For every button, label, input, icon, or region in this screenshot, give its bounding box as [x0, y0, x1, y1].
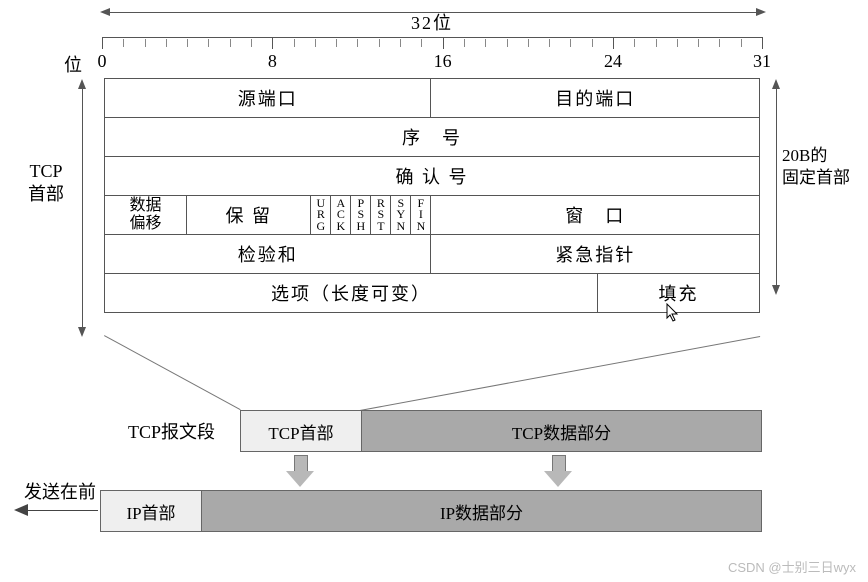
ruler-tick: [698, 39, 699, 47]
send-arrow-line: [26, 510, 98, 511]
field-seq: 序 号: [105, 118, 760, 157]
ruler-tick: [145, 39, 146, 47]
field-checksum: 检验和: [105, 235, 431, 274]
field-window: 窗 口: [431, 196, 760, 235]
flag-syn: S Y N: [391, 196, 411, 235]
ruler-tick: [357, 39, 358, 47]
extent-left-top: [78, 79, 86, 89]
tcp-segment-bar: TCP首部 TCP数据部分: [240, 410, 762, 452]
ruler-tick: [379, 39, 380, 47]
extent-left-line: [82, 89, 83, 327]
ruler-tick: [102, 37, 103, 49]
ruler-tick: [336, 39, 337, 47]
flag-fin: F I N: [411, 196, 431, 235]
trapezoid-line-right: [360, 336, 760, 411]
label-20b-fixed: 20B的 固定首部: [782, 145, 850, 189]
ruler-tick: [613, 37, 614, 49]
ruler-tick: [230, 39, 231, 47]
ruler-tick: [400, 39, 401, 47]
ruler-number: 16: [434, 51, 452, 72]
ruler-title: 32位: [411, 9, 453, 35]
ip-header-box: IP首部: [101, 491, 202, 531]
extent-right-top: [772, 79, 780, 89]
flag-ack: A C K: [331, 196, 351, 235]
label-tcp-header-side: TCP 首部: [20, 160, 72, 207]
send-arrow-head: [14, 504, 28, 516]
ruler-tick: [208, 39, 209, 47]
row-chk: 检验和 紧急指针: [105, 235, 760, 274]
ruler-tick: [443, 37, 444, 49]
ruler-tick: [421, 39, 422, 47]
tcp-header-table: 源端口 目的端口 序 号 确 认 号 数据 偏移 保 留 U R G A C K…: [104, 78, 760, 313]
ruler-number: 24: [604, 51, 622, 72]
ruler-tick: [677, 39, 678, 47]
ruler-bar: [102, 37, 762, 46]
ruler-tick: [528, 39, 529, 47]
ruler-number: 31: [753, 51, 771, 72]
flag-psh: P S H: [351, 196, 371, 235]
arrow-header-to-ip: [286, 455, 314, 487]
ruler-tick: [485, 39, 486, 47]
row-options: 选项（长度可变） 填充: [105, 274, 760, 313]
field-data-offset: 数据 偏移: [105, 196, 187, 235]
trapezoid-line-left: [104, 335, 240, 410]
field-urgent: 紧急指针: [431, 235, 760, 274]
row-ack: 确 认 号: [105, 157, 760, 196]
ruler-tick: [315, 39, 316, 47]
extent-left-bot: [78, 327, 86, 337]
ruler-caption-left: 位: [64, 51, 82, 77]
cursor-icon: [666, 303, 680, 323]
ruler-tick: [634, 39, 635, 47]
ruler-number: 0: [98, 51, 107, 72]
ruler-tick: [549, 39, 550, 47]
ruler-tick: [166, 39, 167, 47]
ruler-tick: [592, 39, 593, 47]
extent-right-line: [776, 89, 777, 285]
ruler-tick: [762, 37, 763, 49]
ruler-tick: [656, 39, 657, 47]
tcp-data-box: TCP数据部分: [362, 411, 761, 451]
tcp-header-box: TCP首部: [241, 411, 362, 451]
row-flags: 数据 偏移 保 留 U R G A C K P S H R S T S Y N …: [105, 196, 760, 235]
ruler-tick: [187, 39, 188, 47]
ruler-tick: [570, 39, 571, 47]
ruler-tick: [741, 39, 742, 47]
watermark: CSDN @士别三日wyx: [728, 557, 856, 576]
label-send-first: 发送在前: [0, 478, 96, 504]
row-ports: 源端口 目的端口: [105, 79, 760, 118]
arrow-data-to-ip: [544, 455, 572, 487]
ruler-tick: [251, 39, 252, 47]
ruler-tick: [507, 39, 508, 47]
ip-datagram-bar: IP首部 IP数据部分: [100, 490, 762, 532]
label-tcp-segment: TCP报文段: [128, 418, 215, 444]
ruler-tick: [294, 39, 295, 47]
flag-rst: R S T: [371, 196, 391, 235]
field-reserved: 保 留: [187, 196, 311, 235]
field-options: 选项（长度可变）: [105, 274, 598, 312]
ruler-tick: [464, 39, 465, 47]
row-seq: 序 号: [105, 118, 760, 157]
field-src-port: 源端口: [105, 79, 431, 118]
bit-ruler: 32位 位 08162431: [92, 5, 772, 75]
flag-urg: U R G: [311, 196, 331, 235]
field-dst-port: 目的端口: [431, 79, 760, 118]
extent-right-bot: [772, 285, 780, 295]
field-ack: 确 认 号: [105, 157, 760, 196]
ruler-number: 8: [268, 51, 277, 72]
ip-data-box: IP数据部分: [202, 491, 761, 531]
ruler-tick: [272, 37, 273, 49]
ruler-tick: [123, 39, 124, 47]
ruler-tick: [719, 39, 720, 47]
